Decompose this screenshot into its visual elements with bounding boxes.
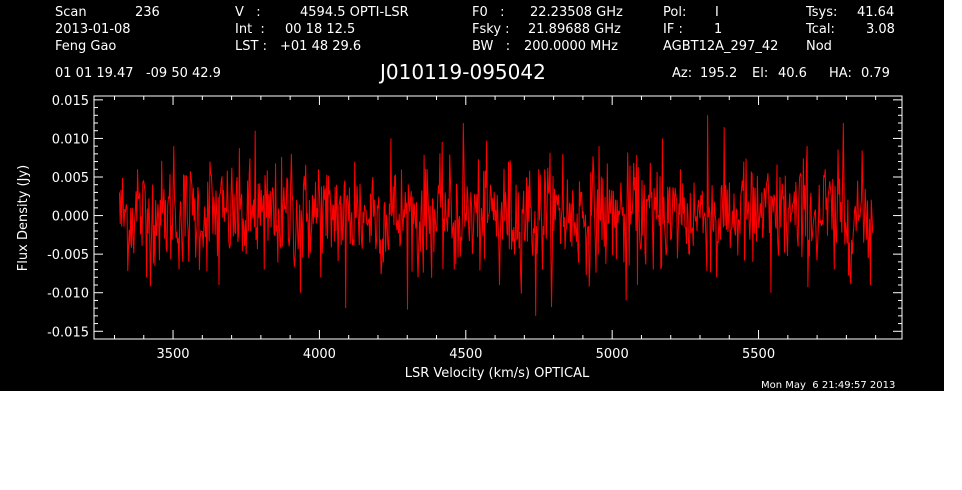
- x-tick-label: 4500: [449, 347, 482, 362]
- y-tick-label: -0.005: [47, 248, 89, 263]
- if-label: IF :: [663, 22, 683, 37]
- y-axis-label: Flux Density (Jy): [16, 165, 31, 271]
- integration-value: 00 18 12.5: [285, 22, 356, 37]
- y-tick-label: 0.015: [52, 94, 89, 109]
- hour-angle-value: 0.79: [861, 66, 890, 81]
- y-tick-label: 0.010: [52, 132, 89, 147]
- x-tick-label: 4000: [303, 347, 336, 362]
- azimuth-value: 195.2: [700, 66, 738, 81]
- plot-frame: [93, 95, 903, 340]
- polarization-label: Pol:: [663, 5, 687, 20]
- source-coordinates: 01 01 19.47 -09 50 42.9: [55, 66, 221, 81]
- elevation-label: El:: [752, 66, 769, 81]
- source-name: J010119-095042: [380, 60, 546, 84]
- y-tick-label: -0.015: [47, 325, 89, 340]
- bandwidth-value: 200.0000 MHz: [524, 39, 618, 54]
- x-tick-label: 5500: [742, 347, 775, 362]
- lst-label: LST :: [235, 39, 267, 54]
- azimuth-label: Az:: [672, 66, 693, 81]
- polarization-value: I: [715, 5, 719, 20]
- spectrum-chart: 3500 4000 4500 5000 5500 -0.015 -0.010 -0.005 0.…: [16, 94, 903, 381]
- y-tick-label: 0.000: [52, 210, 89, 225]
- spectrum-line: [118, 115, 874, 316]
- tsys-label: Tsys:: [806, 5, 838, 20]
- if-value: 1: [714, 22, 723, 37]
- f0-label: F0 :: [472, 5, 505, 20]
- plot-timestamp: Mon May 6 21:49:57 2013: [761, 380, 896, 391]
- velocity-value: 4594.5 OPTI-LSR: [300, 5, 409, 20]
- tcal-value: 3.08: [866, 22, 895, 37]
- x-tick-label: 3500: [156, 347, 189, 362]
- axis-ticks: 3500 4000 4500 5000 5500 -0.015 -0.010 -0.005 0.…: [47, 94, 902, 362]
- scan-number: 236: [135, 5, 160, 20]
- observing-mode: Nod: [806, 39, 832, 54]
- scan-label: Scan: [55, 5, 87, 20]
- y-tick-label: 0.005: [52, 171, 89, 186]
- integration-label: Int :: [235, 22, 265, 37]
- project-id: AGBT12A_297_42: [663, 39, 779, 54]
- tsys-value: 41.64: [857, 5, 895, 20]
- fsky-label: Fsky :: [472, 22, 510, 37]
- elevation-value: 40.6: [778, 66, 807, 81]
- spectrum-plot-window: Scan 236 2013-01-08 Feng Gao V : 4594.5 …: [0, 0, 944, 391]
- lst-value: +01 48 29.6: [280, 39, 362, 54]
- f0-value: 22.23508 GHz: [530, 5, 623, 20]
- observation-date: 2013-01-08: [55, 22, 131, 37]
- y-tick-label: -0.010: [47, 287, 89, 302]
- velocity-label: V :: [235, 5, 261, 20]
- spectrum-series: [118, 115, 874, 316]
- x-tick-label: 5000: [596, 347, 629, 362]
- x-axis-label: LSR Velocity (km/s) OPTICAL: [405, 366, 590, 381]
- hour-angle-label: HA:: [829, 66, 852, 81]
- bandwidth-label: BW :: [472, 39, 511, 54]
- tcal-label: Tcal:: [806, 22, 835, 37]
- fsky-value: 21.89688 GHz: [528, 22, 621, 37]
- observer-name: Feng Gao: [55, 39, 117, 54]
